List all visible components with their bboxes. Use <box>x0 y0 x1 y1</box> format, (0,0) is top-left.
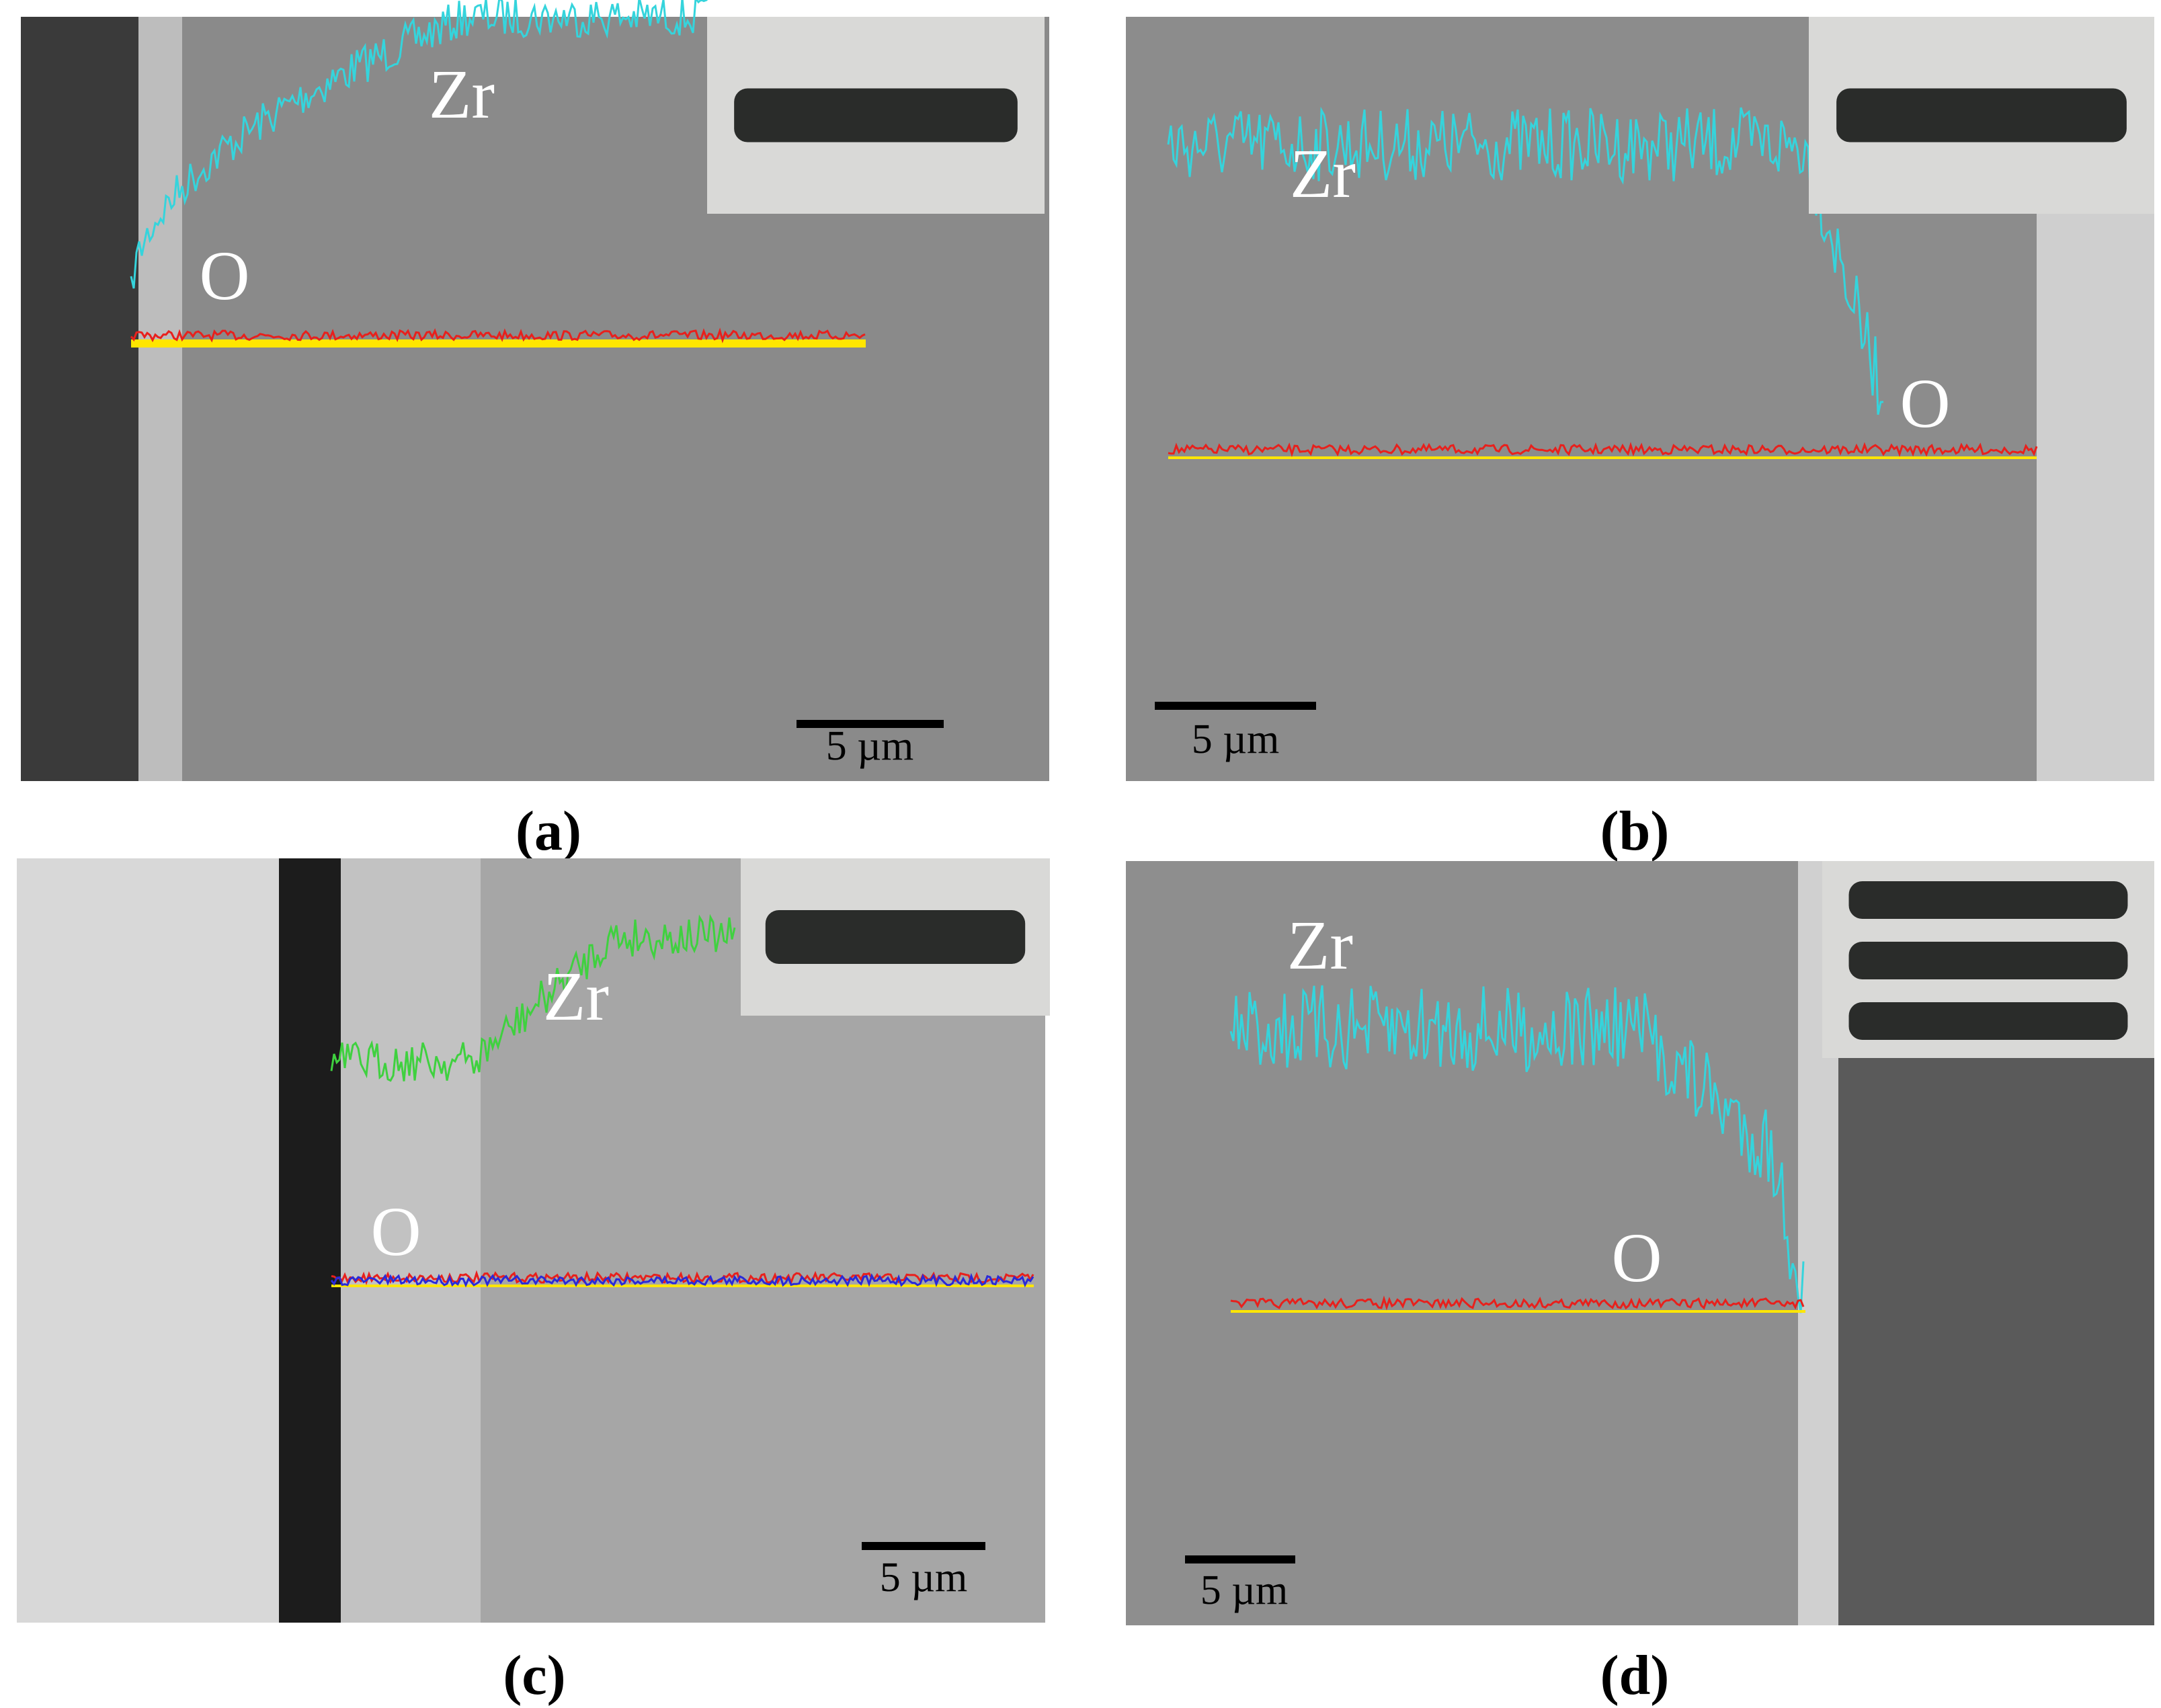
sample-rod <box>1848 1002 2128 1040</box>
scale-bar-label: 5 µm <box>1192 717 1279 762</box>
sample-rod <box>1848 881 2128 919</box>
scale-bar-label: 5 µm <box>1200 1568 1288 1613</box>
micrograph-band <box>279 858 341 1623</box>
panel-caption: (b) <box>1600 800 1670 862</box>
o-profile <box>1230 1295 1805 1311</box>
zr-profile <box>330 913 736 1082</box>
zr-profile <box>1167 106 1884 415</box>
sample-rod <box>765 910 1026 964</box>
element-label: Zr <box>1287 907 1353 984</box>
panel-caption: (a) <box>516 800 581 862</box>
sample-rod <box>734 88 1018 143</box>
panel: Zr O 5 µm <box>21 0 1049 781</box>
element-label: Zr <box>543 958 609 1035</box>
element-label: O <box>1611 1219 1662 1297</box>
micrograph-band <box>341 858 481 1623</box>
micrograph-band <box>138 17 182 781</box>
panel: Zr O 5 µm <box>17 858 1050 1623</box>
profile <box>330 1272 1034 1288</box>
panel-caption: (c) <box>503 1644 565 1707</box>
element-label: Zr <box>1290 135 1356 212</box>
zr-profile <box>130 0 708 289</box>
scale-bar-label: 5 µm <box>880 1555 967 1600</box>
sample-rod <box>1836 88 2127 143</box>
zr-profile <box>1229 985 1805 1313</box>
panel: Zr O 5 µm <box>1126 17 2154 781</box>
micrograph-band <box>17 858 279 1623</box>
element-label: Zr <box>429 56 495 133</box>
micrograph-band <box>21 17 138 781</box>
element-label: O <box>1900 365 1950 442</box>
element-label: O <box>199 237 249 315</box>
element-label: O <box>370 1193 421 1270</box>
o-profile <box>1168 442 2038 458</box>
scale-bar-label: 5 µm <box>826 723 913 769</box>
o-profile <box>130 327 866 343</box>
sample-rod <box>1848 942 2128 979</box>
panel-caption: (d) <box>1600 1644 1670 1707</box>
panel: Zr O 5 µm <box>1126 861 2154 1625</box>
